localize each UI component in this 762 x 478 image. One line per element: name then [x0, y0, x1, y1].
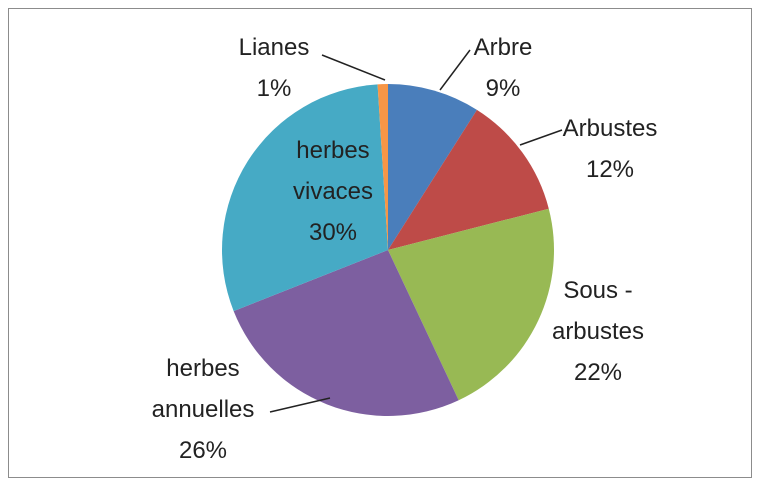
category-label: Arbre [473, 34, 533, 61]
leader-line [269, 397, 331, 413]
leader-line [519, 129, 563, 146]
category-label: Lianes [238, 34, 310, 61]
value-label: 12% [585, 156, 635, 183]
category-label: herbes annuelles [151, 355, 255, 423]
slice-label: herbes vivaces 30% [278, 130, 388, 253]
category-label: herbes vivaces [292, 137, 374, 205]
pie-slice [388, 109, 549, 250]
value-label: 26% [178, 437, 228, 464]
value-label: 9% [485, 75, 521, 102]
slice-label: Arbustes 12% [550, 108, 670, 190]
pie-slice [222, 84, 388, 312]
slice-label: Sous - arbustes 22% [543, 270, 653, 393]
category-label: Arbustes [562, 115, 658, 142]
value-label: 1% [256, 75, 292, 102]
slice-label: herbes annuelles 26% [138, 348, 268, 471]
leader-line [439, 49, 471, 91]
slice-label: Lianes 1% [219, 27, 329, 109]
leader-line [321, 54, 386, 81]
value-label: 30% [308, 219, 358, 246]
pie-slice [388, 208, 554, 401]
pie-slice [388, 84, 477, 250]
pie-slice [233, 250, 459, 416]
value-label: 22% [573, 359, 623, 386]
category-label: Sous - arbustes [551, 277, 645, 345]
pie-slice [377, 84, 388, 250]
slice-label: Arbre 9% [448, 27, 558, 109]
